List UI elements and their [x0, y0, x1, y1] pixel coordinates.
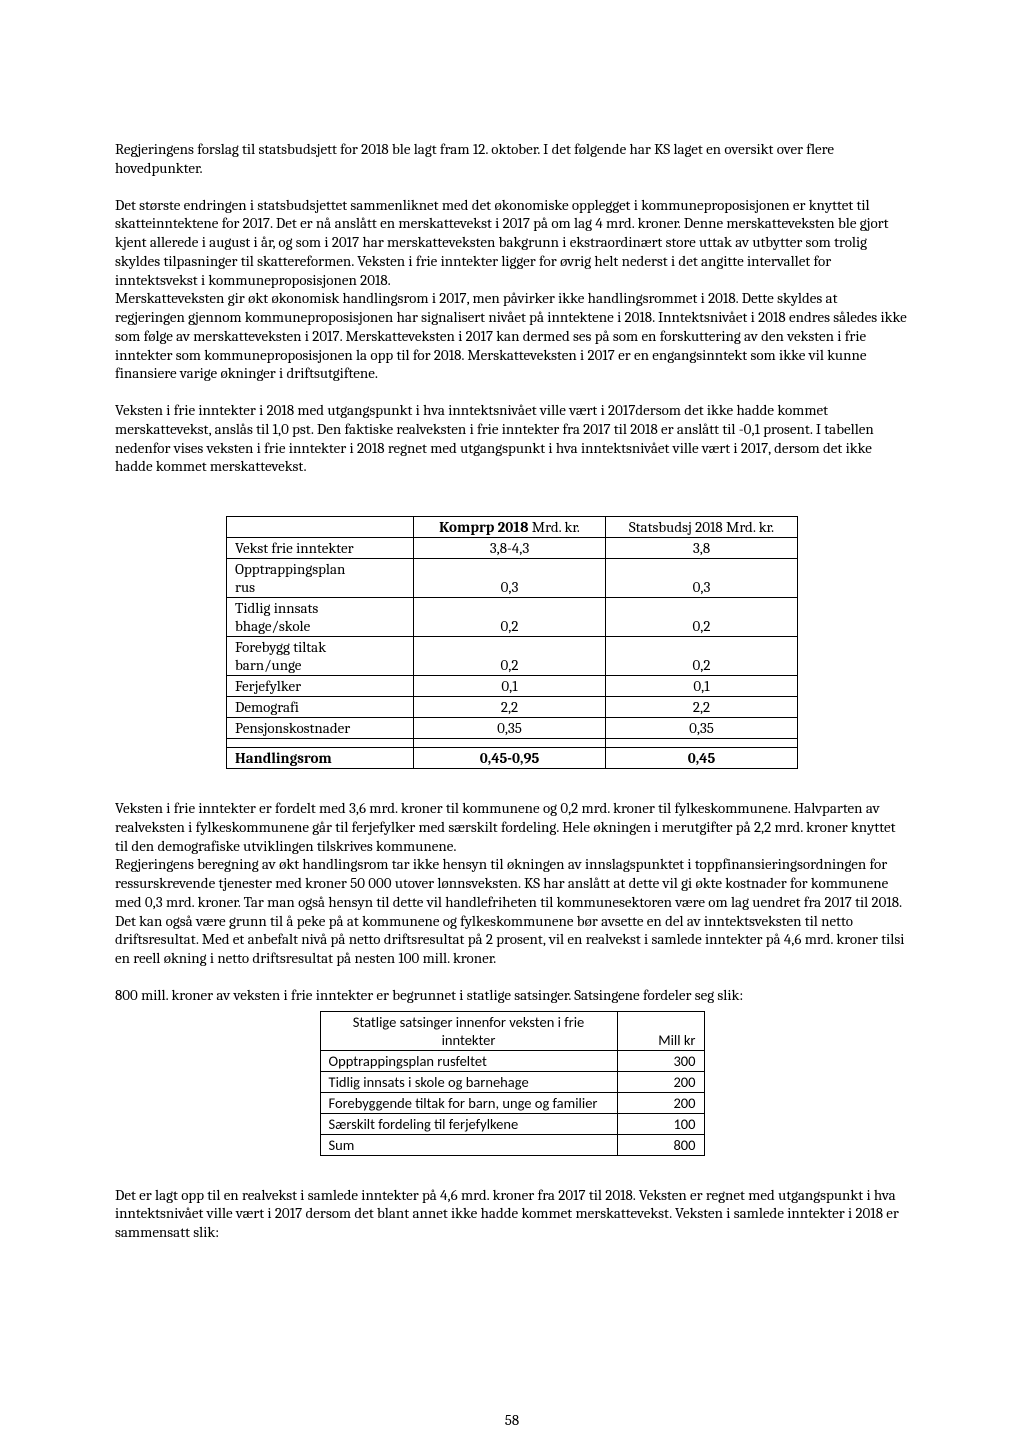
table-row: Forebygg tiltakbarn/unge 0,2 0,2 — [227, 637, 798, 676]
table-row: Opptrappingsplan rusfeltet 300 — [320, 1050, 704, 1071]
cell-label: Ferjefylker — [227, 676, 414, 697]
table-row: Særskilt fordeling til ferjefylkene 100 — [320, 1113, 704, 1134]
paragraph-text: Regjeringens beregning av økt handlingsr… — [115, 855, 902, 911]
cell-label: Handlingsrom — [227, 748, 414, 769]
paragraph-intro: Regjeringens forslag til statsbudsjett f… — [115, 140, 909, 178]
cell-val: 0,1 — [606, 676, 798, 697]
cell-val: 300 — [617, 1050, 704, 1071]
cell-val: 800 — [617, 1134, 704, 1155]
table-row-footer: Handlingsrom 0,45-0,95 0,45 — [227, 748, 798, 769]
paragraph-body: 800 mill. kroner av veksten i frie innte… — [115, 986, 909, 1005]
cell-val: 3,8 — [606, 538, 798, 559]
paragraph-body: Det største endringen i statsbudsjettet … — [115, 196, 909, 384]
table-row: Forebyggende tiltak for barn, unge og fa… — [320, 1092, 704, 1113]
cell-val: 100 — [617, 1113, 704, 1134]
table-row-spacer — [227, 739, 798, 748]
cell-label: Forebyggende tiltak for barn, unge og fa… — [320, 1092, 617, 1113]
table-row: Demografi 2,2 2,2 — [227, 697, 798, 718]
paragraph-body: Veksten i frie inntekter i 2018 med utga… — [115, 401, 909, 476]
table-row: Sum 800 — [320, 1134, 704, 1155]
cell-label: Pensjonskostnader — [227, 718, 414, 739]
paragraph-text: Merskatteveksten gir økt økonomisk handl… — [115, 289, 907, 382]
cell-val: 3,8-4,3 — [414, 538, 606, 559]
table1-header-statsbudsj: Statsbudsj 2018 Mrd. kr. — [606, 517, 798, 538]
table2-header-label: Statlige satsinger innenfor veksten i fr… — [320, 1011, 617, 1050]
cell-val: 2,2 — [414, 697, 606, 718]
table-satsinger: Statlige satsinger innenfor veksten i fr… — [320, 1011, 705, 1156]
cell-val: 0,45 — [606, 748, 798, 769]
table-row: Ferjefylker 0,1 0,1 — [227, 676, 798, 697]
table1-wrapper: Komprp 2018 Mrd. kr. Statsbudsj 2018 Mrd… — [115, 516, 909, 769]
cell-val: 0,3 — [414, 559, 606, 598]
paragraph-body: Det er lagt opp til en realvekst i samle… — [115, 1186, 909, 1242]
paragraph-text: Veksten i frie inntekter er fordelt med … — [115, 799, 896, 855]
cell-val: 0,3 — [606, 559, 798, 598]
cell-label: Forebygg tiltakbarn/unge — [227, 637, 414, 676]
cell-val: 0,2 — [606, 598, 798, 637]
cell-label: Demografi — [227, 697, 414, 718]
cell-label: Opptrappingsplanrus — [227, 559, 414, 598]
paragraph-text: Det største endringen i statsbudsjettet … — [115, 196, 888, 289]
cell-val: 200 — [617, 1092, 704, 1113]
paragraph-body: Veksten i frie inntekter er fordelt med … — [115, 799, 909, 968]
cell-label: Tidlig innsats i skole og barnehage — [320, 1071, 617, 1092]
table-handlingsrom: Komprp 2018 Mrd. kr. Statsbudsj 2018 Mrd… — [226, 516, 798, 769]
cell-label: Opptrappingsplan rusfeltet — [320, 1050, 617, 1071]
cell-val: 0,1 — [414, 676, 606, 697]
paragraph-text: Det kan også være grunn til å peke på at… — [115, 912, 904, 968]
page: Regjeringens forslag til statsbudsjett f… — [0, 0, 1024, 1449]
table1-header-komprp: Komprp 2018 Mrd. kr. — [414, 517, 606, 538]
table2-wrapper: Statlige satsinger innenfor veksten i fr… — [115, 1011, 909, 1156]
cell-val: 0,2 — [414, 598, 606, 637]
table-row: Opptrappingsplanrus 0,3 0,3 — [227, 559, 798, 598]
cell-val: 0,35 — [606, 718, 798, 739]
cell-val: 0,45-0,95 — [414, 748, 606, 769]
cell-label: Særskilt fordeling til ferjefylkene — [320, 1113, 617, 1134]
cell-val: 0,2 — [414, 637, 606, 676]
cell-label: Tidlig innsatsbhage/skole — [227, 598, 414, 637]
table2-header-val: Mill kr — [617, 1011, 704, 1050]
table1-header-empty — [227, 517, 414, 538]
cell-val: 2,2 — [606, 697, 798, 718]
page-number: 58 — [0, 1411, 1024, 1429]
cell-val: 0,2 — [606, 637, 798, 676]
table-row: Vekst frie inntekter 3,8-4,3 3,8 — [227, 538, 798, 559]
cell-val: 0,35 — [414, 718, 606, 739]
table-row: Tidlig innsats i skole og barnehage 200 — [320, 1071, 704, 1092]
cell-label: Sum — [320, 1134, 617, 1155]
table-row: Pensjonskostnader 0,35 0,35 — [227, 718, 798, 739]
cell-val: 200 — [617, 1071, 704, 1092]
table-row: Tidlig innsatsbhage/skole 0,2 0,2 — [227, 598, 798, 637]
cell-label: Vekst frie inntekter — [227, 538, 414, 559]
